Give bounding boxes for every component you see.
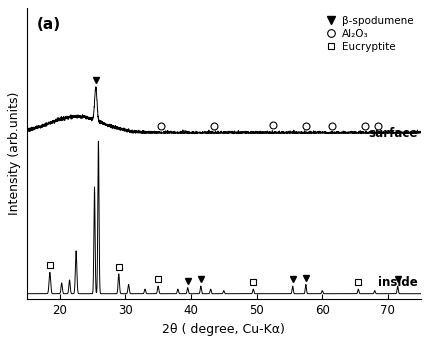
Legend: β-spodumene, Al₂O₃, Eucryptite: β-spodumene, Al₂O₃, Eucryptite (323, 13, 415, 54)
Text: surface: surface (368, 127, 417, 140)
Y-axis label: Intensity (arb.units): Intensity (arb.units) (8, 92, 21, 215)
Text: inside: inside (378, 276, 417, 289)
Text: (a): (a) (37, 17, 61, 32)
X-axis label: 2θ ( degree, Cu-Kα): 2θ ( degree, Cu-Kα) (162, 323, 285, 336)
